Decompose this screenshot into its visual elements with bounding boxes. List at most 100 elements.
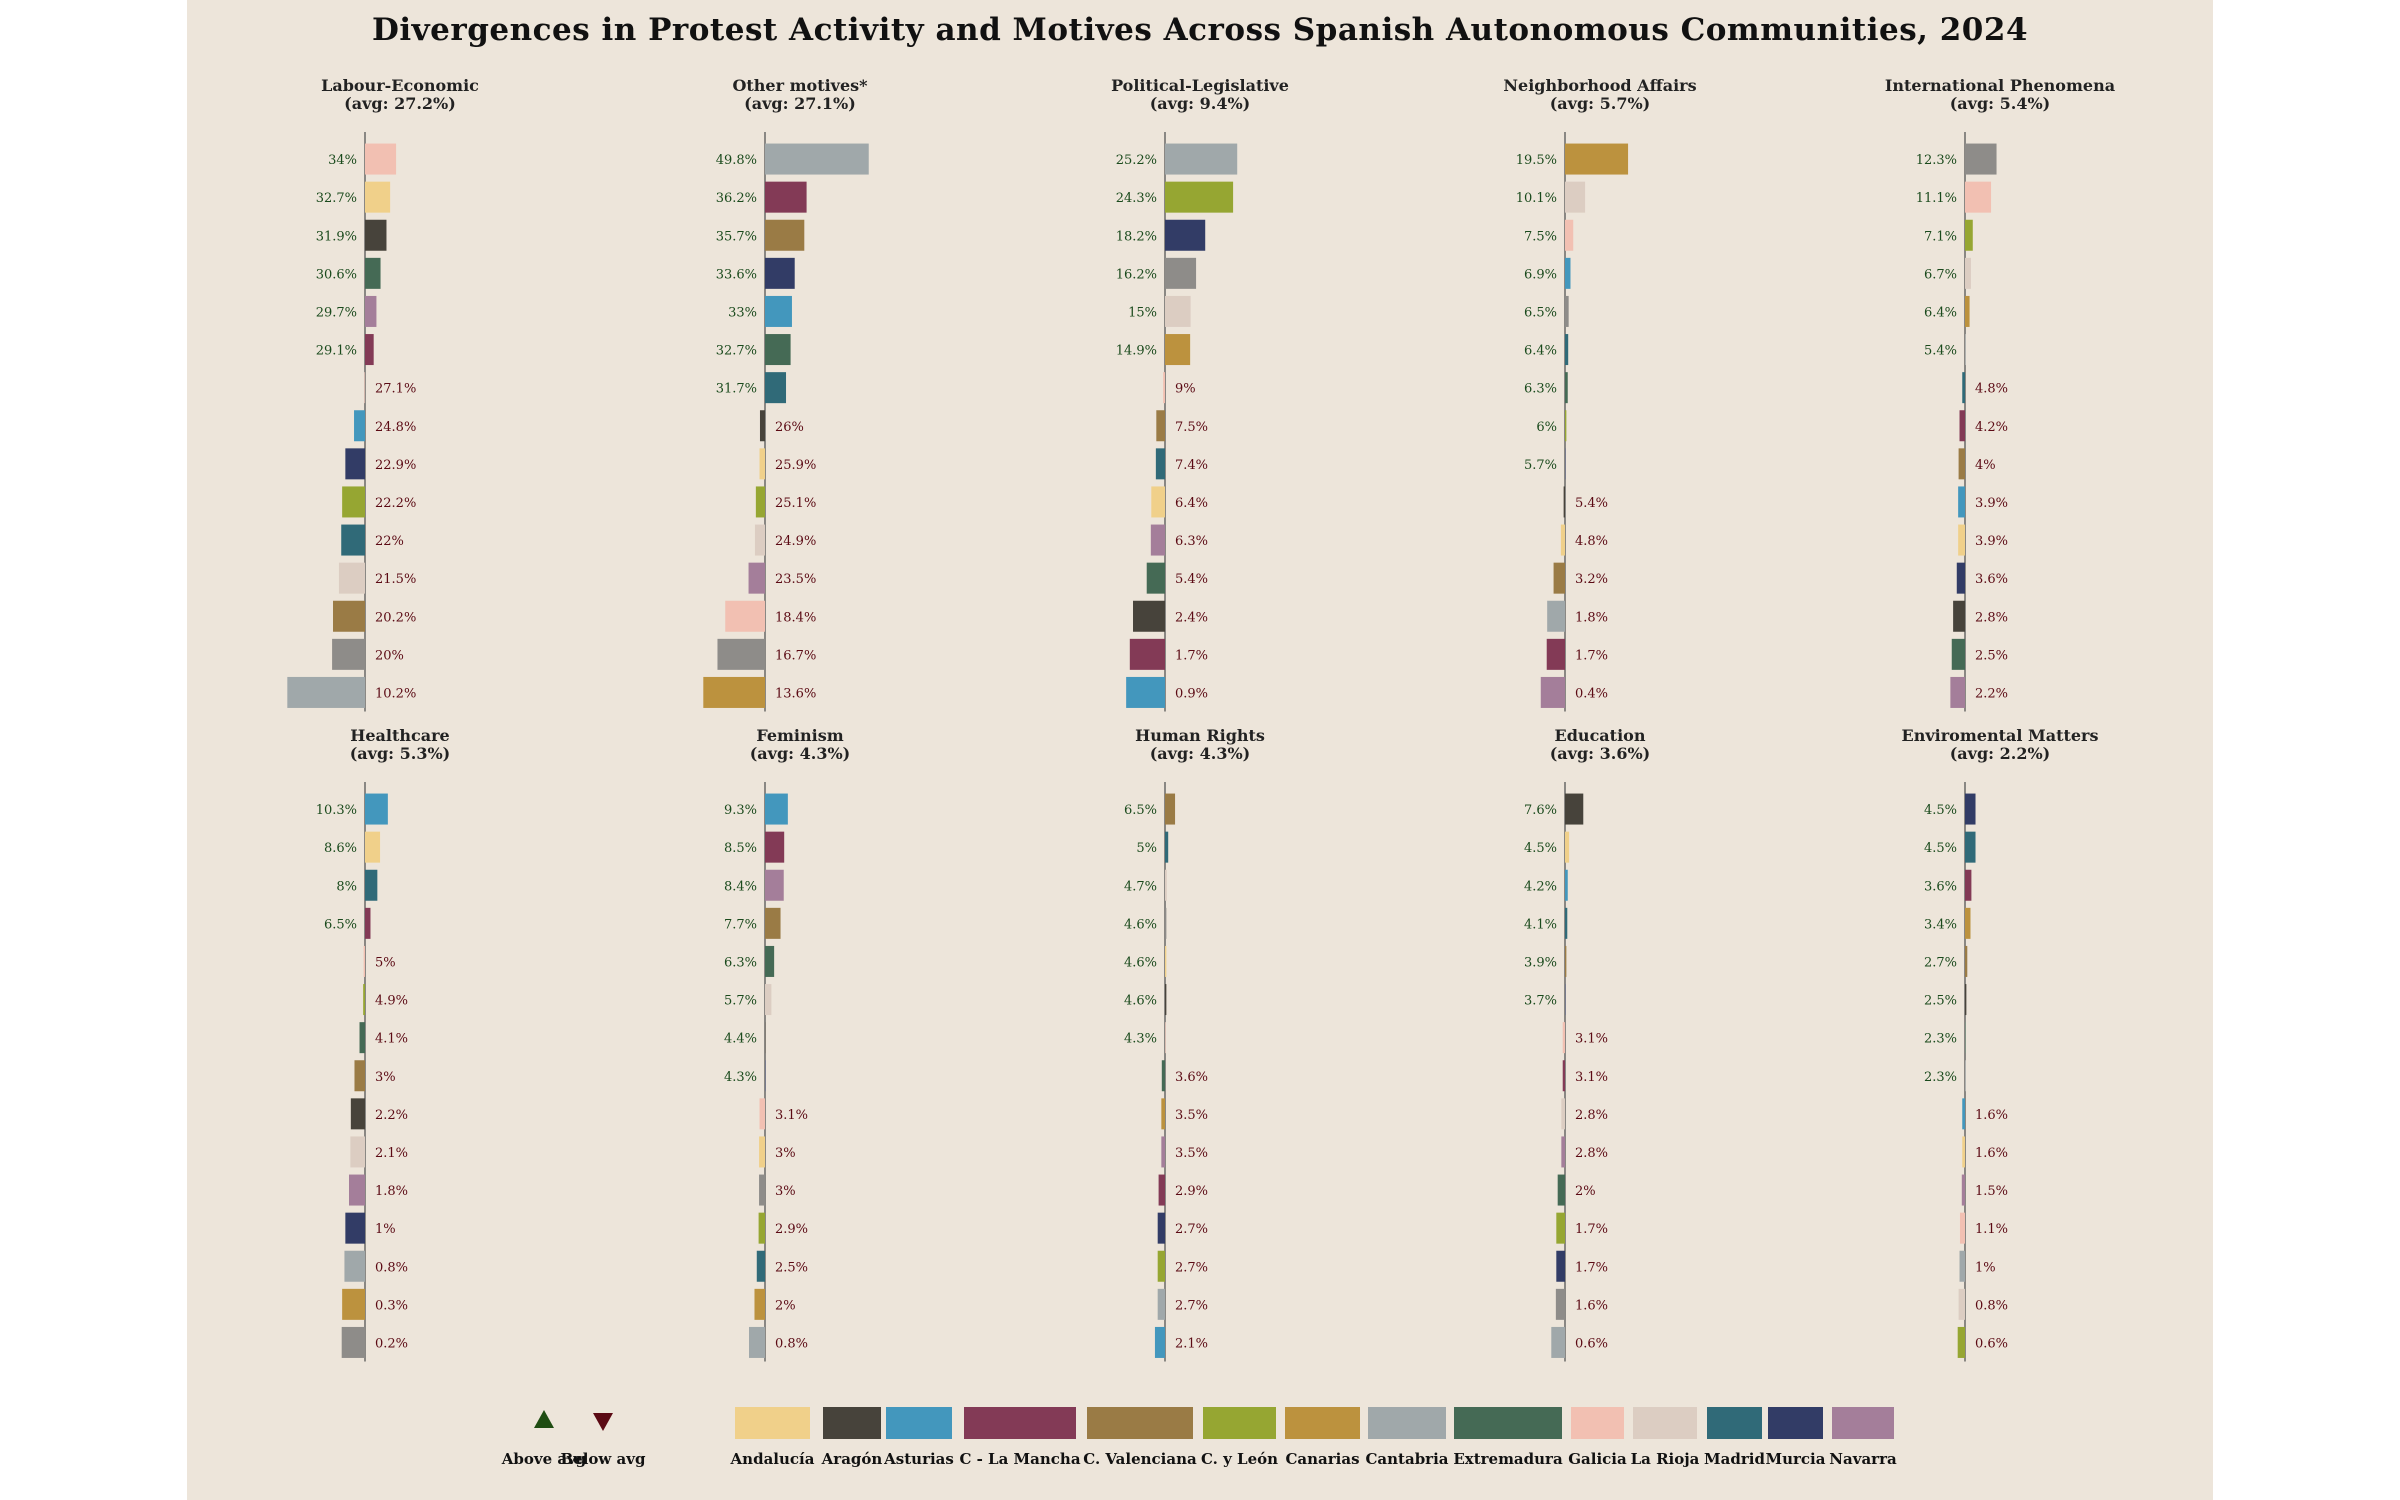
panel-other-motives: Other motives*(avg: 27.1%) 49.8% 36.2% 35.7… — [703, 76, 869, 712]
value-label: 2% — [1575, 1184, 1596, 1199]
bar-andaluc-a — [1560, 524, 1565, 556]
bar-galicia — [725, 600, 765, 632]
value-label: 31.7% — [716, 382, 757, 397]
value-label: 11.1% — [1916, 191, 1957, 206]
bar-navarra — [1561, 1136, 1565, 1168]
legend-label-navarra: Navarra — [1829, 1450, 1897, 1468]
legend-swatch-asturias — [886, 1407, 952, 1439]
value-label: 10.1% — [1516, 191, 1557, 206]
value-label: 4.8% — [1575, 534, 1608, 549]
value-label: 6.3% — [724, 955, 757, 970]
legend-swatch-cantabria — [1368, 1407, 1446, 1439]
panel-title: Other motives* — [732, 76, 868, 95]
value-label: 49.8% — [716, 153, 757, 168]
bar-c-valenciana — [1553, 562, 1565, 594]
panel-labour-economic: Labour-Economic(avg: 27.2%) 34% 32.7% 31.9%… — [287, 76, 479, 712]
legend-swatch-canarias — [1285, 1407, 1360, 1439]
bar-murcia — [1556, 1250, 1565, 1282]
legend-label-andaluc-a: Andalucía — [730, 1450, 815, 1468]
legend-below-label: Below avg — [561, 1450, 646, 1468]
value-label: 3.4% — [1924, 917, 1957, 932]
below-avg-icon — [593, 1413, 613, 1431]
bar-madrid — [365, 869, 378, 901]
bar-asturias — [1962, 1098, 1965, 1130]
bar-madrid — [1965, 831, 1976, 863]
bar-asturias — [354, 410, 365, 442]
bar-asturias — [765, 295, 792, 327]
panel-subtitle: (avg: 5.3%) — [350, 744, 451, 763]
value-label: 0.8% — [775, 1336, 808, 1351]
value-label: 6.4% — [1175, 496, 1208, 511]
bar-asturias — [1565, 869, 1568, 901]
panel-enviromental-matters: Enviromental Matters(avg: 2.2%) 4.5% 4.5% 3… — [1902, 726, 2098, 1362]
bar-galicia — [1163, 372, 1165, 404]
value-label: 2.8% — [1975, 610, 2008, 625]
bar-c-y-le-n — [1965, 219, 1973, 251]
bar-canarias — [703, 676, 765, 708]
legend-label-cantabria: Cantabria — [1365, 1450, 1448, 1468]
value-label: 2.7% — [1924, 955, 1957, 970]
bar-c-y-le-n — [363, 984, 365, 1016]
value-label: 6.9% — [1524, 267, 1557, 282]
legend-above-label: Above avg — [501, 1450, 587, 1468]
value-label: 1.7% — [1175, 648, 1208, 663]
value-label: 8.6% — [324, 841, 357, 856]
value-label: 20.2% — [375, 610, 416, 625]
bar-cantabria — [1165, 143, 1238, 175]
value-label: 34% — [328, 153, 357, 168]
value-label: 31.9% — [316, 229, 357, 244]
value-label: 4.6% — [1124, 955, 1157, 970]
bar-murcia — [345, 1212, 365, 1244]
bar-la-rioja — [338, 562, 365, 594]
bar-c-valenciana — [333, 600, 365, 632]
bar-arag-n — [350, 1098, 365, 1130]
value-label: 25.2% — [1116, 153, 1157, 168]
value-label: 27.1% — [375, 382, 416, 397]
value-label: 6.3% — [1175, 534, 1208, 549]
bar-extremadura — [765, 945, 775, 977]
value-label: 6.5% — [1524, 305, 1557, 320]
value-label: 6% — [1536, 420, 1557, 435]
value-label: 20% — [375, 648, 404, 663]
bar-c-la-mancha — [1562, 1060, 1565, 1092]
legend-label-c-valenciana: C. Valenciana — [1083, 1450, 1197, 1468]
bar-cantabria — [1547, 600, 1565, 632]
value-label: 2% — [775, 1298, 796, 1313]
panel-human-rights: Human Rights(avg: 4.3%) 6.5% 5% 4.7% 4.6% 4.6… — [1124, 726, 1265, 1362]
value-label: 1.6% — [1975, 1146, 2008, 1161]
bar-navarra — [365, 295, 377, 327]
bar-asturias — [1126, 676, 1165, 708]
value-label: 3.5% — [1175, 1146, 1208, 1161]
panel-subtitle: (avg: 3.6%) — [1550, 744, 1651, 763]
bar-murcia — [1565, 984, 1566, 1016]
bar-navarra — [1161, 1136, 1165, 1168]
legend-swatch-navarra — [1832, 1407, 1894, 1439]
bar-la-rioja — [765, 984, 772, 1016]
bar-la-rioja — [1165, 295, 1191, 327]
panel-subtitle: (avg: 2.2%) — [1950, 744, 2051, 763]
value-label: 1.8% — [1575, 610, 1608, 625]
value-label: 0.4% — [1575, 686, 1608, 701]
bar-galicia — [1562, 1022, 1565, 1054]
value-label: 14.9% — [1116, 344, 1157, 359]
value-label: 0.6% — [1975, 1336, 2008, 1351]
bar-asturias — [365, 793, 388, 825]
bar-arag-n — [365, 219, 387, 251]
bar-murcia — [1157, 1212, 1165, 1244]
bar-murcia — [345, 448, 365, 480]
bar-andaluc-a — [759, 448, 765, 480]
bar-arag-n — [1165, 984, 1167, 1016]
panel-international-phenomena: International Phenomena(avg: 5.4%) 12.3% 1… — [1885, 76, 2115, 712]
legend-label-c-y-le-n: C. y León — [1201, 1450, 1278, 1468]
panel-healthcare: Healthcare(avg: 5.3%) 10.3% 8.6% 8% 6.5% 5% 4.… — [316, 726, 451, 1362]
bar-arag-n — [759, 410, 765, 442]
chart-svg: Labour-Economic(avg: 27.2%) 34% 32.7% 31.9%… — [287, 76, 2115, 1468]
bar-c-y-le-n — [342, 486, 365, 518]
bar-c-la-mancha — [365, 907, 371, 939]
bar-la-rioja — [1565, 181, 1586, 213]
legend-label-galicia: Galicia — [1568, 1450, 1627, 1468]
bar-andaluc-a — [1565, 831, 1570, 863]
value-label: 4.3% — [724, 1070, 757, 1085]
value-label: 22% — [375, 534, 404, 549]
panel-subtitle: (avg: 4.3%) — [750, 744, 851, 763]
